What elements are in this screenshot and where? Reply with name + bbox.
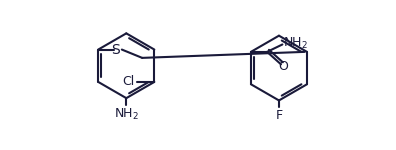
Text: O: O — [278, 60, 288, 73]
Text: F: F — [275, 109, 282, 122]
Text: Cl: Cl — [123, 75, 135, 88]
Text: S: S — [111, 43, 120, 57]
Text: NH$_2$: NH$_2$ — [283, 36, 308, 51]
Text: NH$_2$: NH$_2$ — [114, 106, 139, 122]
